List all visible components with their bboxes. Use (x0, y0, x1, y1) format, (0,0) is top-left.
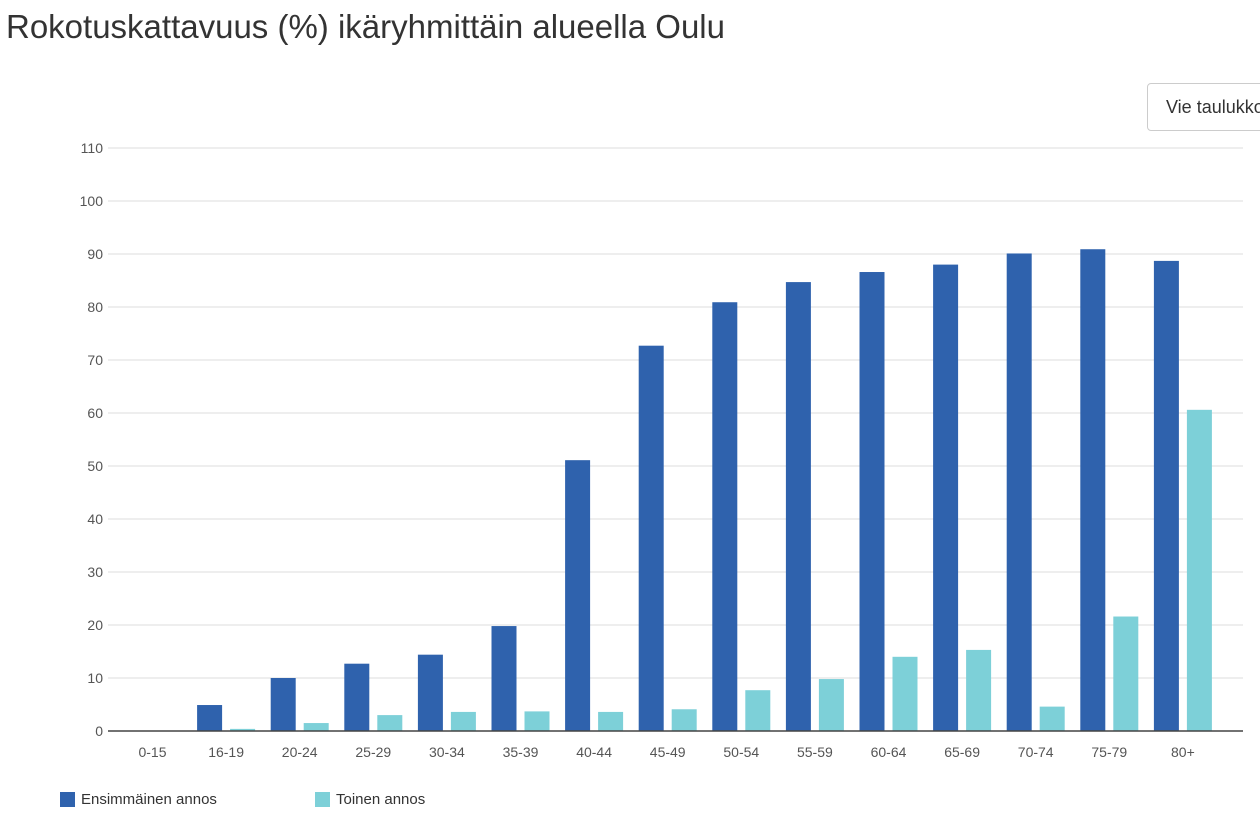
legend-item-first-dose[interactable]: Ensimmäinen annos (60, 789, 217, 809)
x-tick-label: 60-64 (871, 744, 907, 760)
x-tick-label: 45-49 (650, 744, 686, 760)
export-to-table-button[interactable]: Vie taulukkoon (1147, 83, 1260, 131)
x-tick-label: 0-15 (138, 744, 166, 760)
y-tick-label: 110 (81, 140, 104, 156)
y-tick-label: 90 (87, 246, 103, 262)
bars (197, 249, 1212, 732)
y-tick-label: 0 (95, 723, 103, 739)
bar-first-dose-35-39[interactable] (491, 626, 517, 731)
y-tick-label: 50 (87, 458, 103, 474)
bar-second-dose-30-34[interactable] (450, 711, 476, 731)
bar-second-dose-60-64[interactable] (892, 656, 918, 731)
bar-first-dose-70-74[interactable] (1006, 253, 1032, 731)
legend-item-second-dose[interactable]: Toinen annos (315, 789, 425, 809)
bar-first-dose-75-79[interactable] (1080, 249, 1106, 732)
bar-first-dose-40-44[interactable] (565, 460, 591, 731)
x-tick-label: 20-24 (282, 744, 318, 760)
bar-second-dose-40-44[interactable] (598, 711, 624, 731)
legend-label-first-dose: Ensimmäinen annos (81, 790, 217, 808)
x-tick-label: 75-79 (1091, 744, 1127, 760)
page-title: Rokotuskattavuus (%) ikäryhmittäin aluee… (6, 8, 725, 45)
bar-first-dose-30-34[interactable] (417, 654, 443, 731)
x-tick-label: 30-34 (429, 744, 465, 760)
bar-first-dose-60-64[interactable] (859, 272, 885, 731)
legend-swatch-first-dose (60, 791, 75, 807)
y-tick-label: 10 (87, 670, 103, 686)
x-axis-ticks: 0-15 16-19 20-24 25-29 30-34 35-39 40-44 45-49 5… (138, 744, 1194, 760)
bar-first-dose-65-69[interactable] (933, 264, 959, 731)
y-tick-label: 80 (87, 299, 103, 315)
bar-first-dose-50-54[interactable] (712, 302, 738, 731)
bar-second-dose-35-39[interactable] (524, 711, 550, 731)
bar-chart: 0 10 20 30 40 50 60 70 80 90 100 110 0-15 16-19 20-24… (80, 140, 1243, 760)
x-tick-label: 70-74 (1018, 744, 1054, 760)
y-tick-label: 40 (87, 511, 103, 527)
y-tick-label: 70 (87, 352, 103, 368)
bar-first-dose-16-19[interactable] (197, 705, 223, 731)
y-tick-label: 30 (87, 564, 103, 580)
bar-second-dose-75-79[interactable] (1113, 616, 1139, 731)
y-tick-label: 20 (87, 617, 103, 633)
x-tick-label: 55-59 (797, 744, 833, 760)
y-tick-label: 100 (80, 193, 104, 209)
bar-second-dose-50-54[interactable] (745, 690, 771, 731)
bar-first-dose-25-29[interactable] (344, 663, 370, 731)
bar-second-dose-70-74[interactable] (1039, 706, 1065, 731)
bar-second-dose-20-24[interactable] (303, 723, 329, 731)
grid-lines (108, 147, 1243, 679)
bar-second-dose-16-19[interactable] (230, 728, 256, 731)
bar-first-dose-80+[interactable] (1153, 260, 1179, 731)
x-tick-label: 35-39 (503, 744, 539, 760)
bar-second-dose-80+[interactable] (1186, 409, 1212, 731)
x-tick-label: 40-44 (576, 744, 612, 760)
x-tick-label: 50-54 (723, 744, 759, 760)
bar-second-dose-25-29[interactable] (377, 715, 403, 731)
bar-first-dose-20-24[interactable] (270, 678, 296, 731)
bar-first-dose-55-59[interactable] (785, 282, 811, 731)
legend-label-second-dose: Toinen annos (336, 790, 426, 808)
bar-second-dose-55-59[interactable] (818, 679, 844, 731)
bar-first-dose-45-49[interactable] (638, 345, 664, 731)
y-axis-ticks: 0 10 20 30 40 50 60 70 80 90 100 110 (80, 140, 104, 739)
y-tick-label: 60 (87, 405, 103, 421)
bar-second-dose-45-49[interactable] (671, 709, 697, 731)
x-tick-label: 80+ (1171, 744, 1195, 760)
x-tick-label: 25-29 (355, 744, 391, 760)
bar-second-dose-65-69[interactable] (966, 649, 992, 731)
legend-swatch-second-dose (315, 791, 330, 807)
x-tick-label: 65-69 (944, 744, 980, 760)
x-tick-label: 16-19 (208, 744, 244, 760)
